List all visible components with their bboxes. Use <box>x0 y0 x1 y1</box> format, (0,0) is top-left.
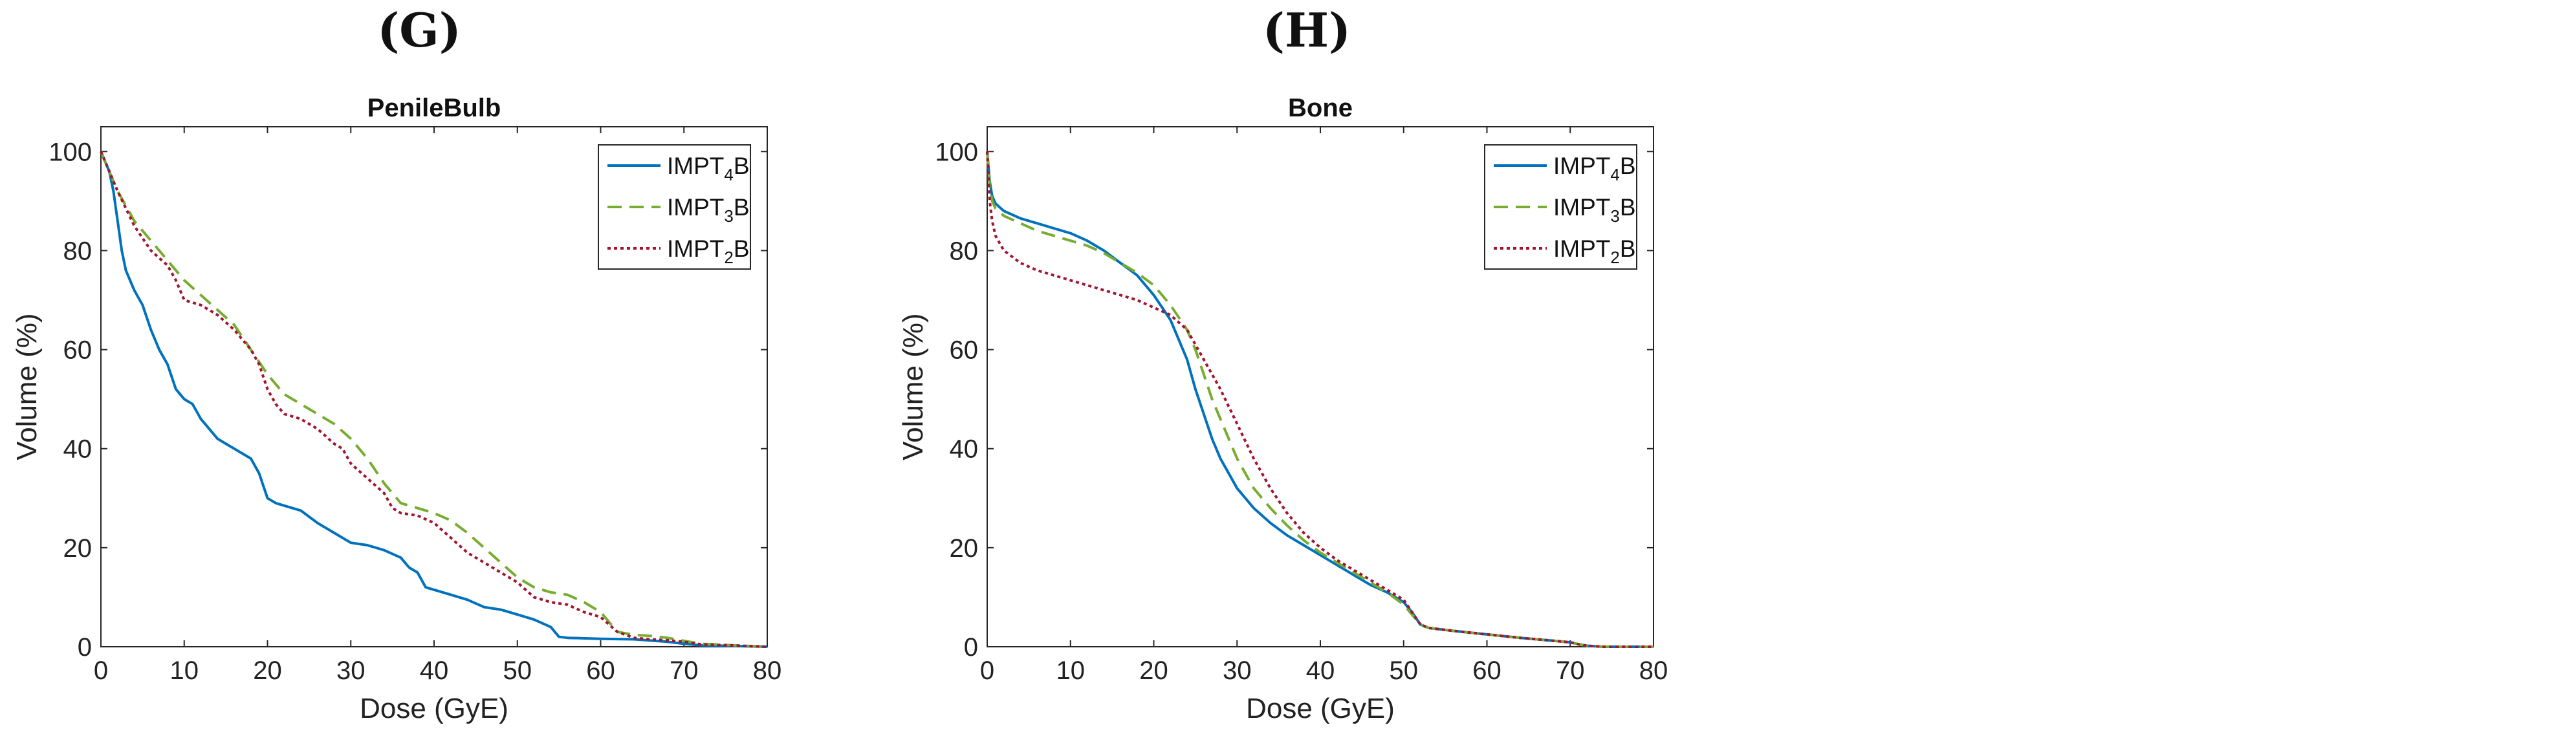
x-axis-label: Dose (GyE) <box>1246 693 1395 724</box>
legend-entry-sub: 2 <box>724 248 733 267</box>
y-tick-label: 20 <box>950 534 979 563</box>
legend-entry-base: IMPT <box>667 153 724 179</box>
legend-entry-suffix: B <box>734 235 750 262</box>
legend-entry-sub: 3 <box>724 206 733 226</box>
x-tick-label: 60 <box>1472 656 1501 685</box>
x-tick-label: 80 <box>753 656 782 685</box>
x-tick-label: 40 <box>420 656 449 685</box>
legend-entry-impt4b: IMPT4B <box>667 153 750 184</box>
x-axis-label: Dose (GyE) <box>360 693 508 724</box>
legend-entry-sub: 2 <box>1610 248 1619 267</box>
x-tick-label: 30 <box>336 656 366 685</box>
legend-entry-base: IMPT <box>1553 153 1610 179</box>
legend-entry-suffix: B <box>1620 194 1636 221</box>
y-axis-label: Volume (%) <box>897 313 929 460</box>
x-tick-label: 80 <box>1639 656 1668 685</box>
x-tick-label: 50 <box>1390 656 1419 685</box>
y-tick-label: 40 <box>63 435 93 464</box>
legend-entry-sub: 4 <box>1610 165 1619 184</box>
x-tick-label: 70 <box>670 656 699 685</box>
x-tick-label: 10 <box>170 656 199 685</box>
chart-bone: Bone 0 10 20 30 40 50 60 70 80 0 20 40 60 80 100 Dose (G… <box>897 94 1668 724</box>
legend-entry-impt4b: IMPT4B <box>1553 153 1636 184</box>
chart-penilebulb: PenileBulb 0 10 20 30 40 50 60 70 80 0 20 40 60 80 100 D… <box>11 94 781 724</box>
y-tick-label: 40 <box>950 435 979 464</box>
y-tick-label: 0 <box>78 633 92 662</box>
legend-entry-sub: 4 <box>724 165 733 184</box>
y-tick-label: 60 <box>950 336 979 365</box>
chart-title: Bone <box>1288 94 1353 122</box>
legend-entry-sub: 3 <box>1610 206 1619 226</box>
x-tick-label: 40 <box>1306 656 1335 685</box>
x-tick-label: 20 <box>1139 656 1168 685</box>
y-tick-label: 20 <box>63 534 93 563</box>
y-tick-label: 100 <box>935 138 978 166</box>
legend-entry-base: IMPT <box>1553 235 1610 262</box>
series-line-impt4b <box>100 151 768 648</box>
legend-entry-impt3b: IMPT3B <box>1553 194 1636 226</box>
legend-entry-suffix: B <box>1620 153 1636 179</box>
panel-label-g: (G) <box>377 3 461 58</box>
legend-entry-impt2b: IMPT2B <box>667 235 750 267</box>
x-tick-label: 0 <box>980 656 994 685</box>
x-tick-label: 10 <box>1056 656 1086 685</box>
legend-entry-impt2b: IMPT2B <box>1553 235 1636 267</box>
panel-label-h: (H) <box>1263 3 1351 58</box>
y-axis-label: Volume (%) <box>11 313 43 460</box>
legend-entry-base: IMPT <box>667 235 724 262</box>
series-line-impt2b <box>100 151 768 648</box>
x-tick-label: 70 <box>1556 656 1585 685</box>
y-tick-label: 80 <box>63 237 93 265</box>
legend-entry-suffix: B <box>734 194 750 221</box>
series-line-impt3b <box>100 151 768 648</box>
chart-title: PenileBulb <box>367 94 501 122</box>
legend-entry-base: IMPT <box>667 194 724 221</box>
x-tick-label: 60 <box>586 656 615 685</box>
y-tick-label: 80 <box>950 237 979 265</box>
y-tick-label: 100 <box>49 138 92 166</box>
legend-entry-impt3b: IMPT3B <box>667 194 750 226</box>
legend-entry-suffix: B <box>1620 235 1636 262</box>
y-tick-label: 60 <box>63 336 93 365</box>
x-tick-label: 0 <box>94 656 108 685</box>
x-tick-label: 30 <box>1223 656 1252 685</box>
x-tick-label: 50 <box>503 656 532 685</box>
legend-entry-suffix: B <box>734 153 750 179</box>
legend-entry-base: IMPT <box>1553 194 1610 221</box>
x-tick-label: 20 <box>253 656 282 685</box>
y-tick-label: 0 <box>964 633 978 662</box>
